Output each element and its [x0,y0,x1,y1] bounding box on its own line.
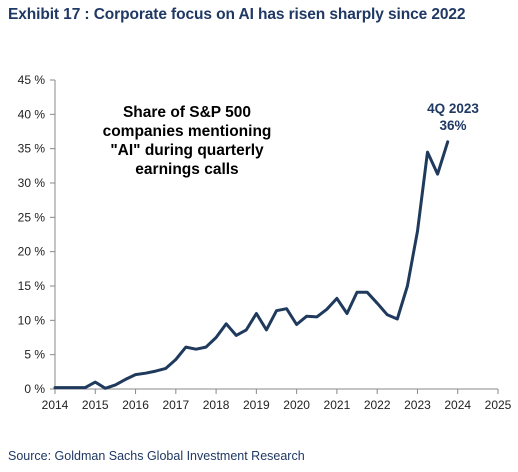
end-value-callout: 4Q 2023 36% [427,101,479,133]
x-tick-label: 2014 [42,398,69,412]
x-tick-label: 2025 [485,398,512,412]
axes [54,80,498,390]
series-line [53,140,450,390]
callout-line: 4Q 2023 [427,101,479,116]
y-tick-label: 10 % [18,313,46,327]
chart-title: Exhibit 17 : Corporate focus on AI has r… [8,6,466,23]
y-tick-label: 15 % [18,279,46,293]
y-tick-label: 35 % [18,142,46,156]
y-tick-label: 5 % [24,348,45,362]
annotation-line: earnings calls [135,161,238,178]
x-tick-label: 2017 [162,398,189,412]
x-tick-label: 2019 [243,398,270,412]
annotation-line: Share of S&P 500 [123,104,251,121]
annotation-line: "AI" during quarterly [110,142,264,159]
y-tick-label: 0 % [24,382,45,396]
y-tick-label: 40 % [18,107,46,121]
callout-line: 36% [439,118,466,133]
x-tick-label: 2020 [283,398,310,412]
x-tick-label: 2022 [364,398,391,412]
source-note: Source: Goldman Sachs Global Investment … [8,449,305,463]
x-tick-label: 2023 [404,398,431,412]
x-tick-label: 2015 [82,398,109,412]
y-tick-label: 30 % [18,176,46,190]
y-tick-label: 20 % [18,245,46,259]
x-axis-ticks: 2014 2015 2016 2017 2018 2019 2020 2021 2022 2023… [42,389,512,412]
chart-annotation: Share of S&P 500 companies mentioning "AI"… [103,104,272,178]
y-tick-label: 45 % [18,73,46,87]
x-tick-label: 2021 [324,398,351,412]
x-tick-label: 2016 [122,398,149,412]
y-axis-ticks: 0 % 5 % 10 % 15 % 20 % 25 % 30 % 35 % 40 % 45 % [18,73,55,396]
series-group [53,140,450,390]
x-tick-label: 2024 [444,398,471,412]
y-tick-label: 25 % [18,210,46,224]
annotation-line: companies mentioning [103,123,272,140]
x-tick-label: 2018 [203,398,230,412]
